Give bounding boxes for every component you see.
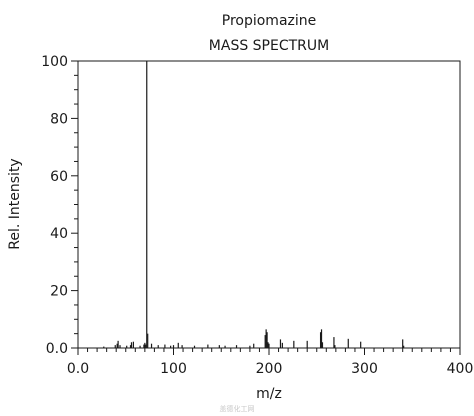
x-tick-label: 0.0	[67, 361, 89, 377]
x-tick-label: 200	[256, 361, 283, 377]
y-tick-label: 80	[50, 111, 68, 127]
chart-subtitle: MASS SPECTRUM	[209, 38, 329, 54]
y-tick-label: 100	[41, 54, 68, 70]
x-tick-label: 300	[351, 361, 378, 377]
x-tick-label: 400	[447, 361, 474, 377]
y-tick-label: 60	[50, 169, 68, 185]
chart-title: Propiomazine	[222, 13, 317, 29]
x-tick-label: 100	[160, 361, 187, 377]
y-axis-label: Rel. Intensity	[7, 158, 23, 249]
peak-group	[103, 61, 405, 348]
plot-area-frame	[77, 60, 461, 349]
y-tick-label: 0.0	[46, 341, 68, 357]
x-axis-label: m/z	[256, 386, 282, 402]
watermark-text: 盖德化工网	[220, 404, 255, 413]
y-tick-label: 20	[50, 284, 68, 300]
y-tick-label: 40	[50, 226, 68, 242]
tick-group: 0.0 100 200 300 400 0.0 20 40 60 80 100	[41, 54, 473, 377]
